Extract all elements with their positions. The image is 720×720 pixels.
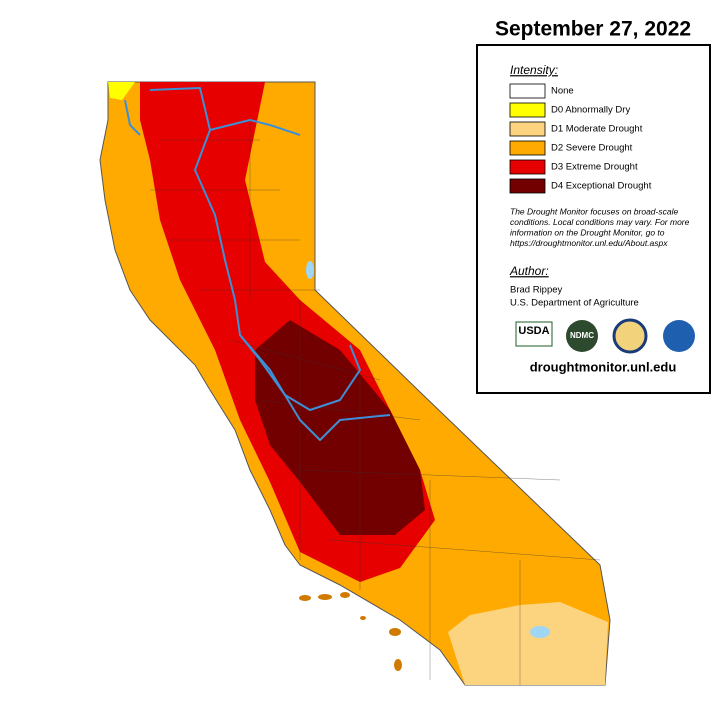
legend-heading: Intensity: bbox=[510, 63, 558, 77]
note-line: conditions. Local conditions may vary. F… bbox=[510, 217, 690, 227]
author-line: Brad Rippey bbox=[510, 285, 563, 296]
note-line: The Drought Monitor focuses on broad-sca… bbox=[510, 206, 678, 216]
note-line: information on the Drought Monitor, go t… bbox=[510, 227, 665, 237]
legend-swatch bbox=[509, 140, 546, 156]
legend-items: None D0 Abnormally Dry D1 Moderate Drought… bbox=[509, 83, 652, 194]
author-heading: Author: bbox=[509, 264, 549, 278]
legend-swatch bbox=[509, 178, 546, 194]
california-map bbox=[99, 81, 611, 686]
url: droughtmonitor.unl.edu bbox=[530, 359, 677, 374]
logo-label: USDA bbox=[518, 325, 549, 337]
river bbox=[124, 99, 141, 136]
ndmc-logo bbox=[566, 320, 598, 352]
legend-label: D4 Exceptional Drought bbox=[551, 181, 652, 192]
d4-area bbox=[255, 320, 425, 535]
legend-label: D3 Extreme Drought bbox=[551, 162, 638, 173]
map-title: September 27, 2022 bbox=[495, 18, 691, 41]
usda-logo bbox=[515, 321, 553, 347]
legend-label: D1 Moderate Drought bbox=[551, 124, 643, 135]
river bbox=[209, 119, 301, 136]
lake bbox=[530, 626, 550, 638]
note-line: https://droughtmonitor.unl.edu/About.asp… bbox=[510, 238, 668, 248]
legend-label: None bbox=[551, 86, 574, 97]
lake bbox=[306, 261, 314, 279]
legend-swatch bbox=[509, 83, 546, 99]
noaa-logo bbox=[663, 320, 695, 352]
legend-swatch bbox=[509, 159, 546, 175]
legend-swatch bbox=[509, 102, 546, 118]
d1-area bbox=[448, 602, 608, 685]
author-line: U.S. Department of Agriculture bbox=[510, 298, 639, 309]
legend-label: D0 Abnormally Dry bbox=[551, 105, 630, 116]
legend-swatch bbox=[509, 121, 546, 137]
d0-area bbox=[108, 82, 135, 100]
doc-logo bbox=[612, 318, 648, 354]
river bbox=[149, 87, 361, 411]
logos: USDA NDMC bbox=[515, 318, 695, 354]
river bbox=[239, 334, 391, 441]
author-lines: Brad Rippey U.S. Department of Agricultur… bbox=[510, 285, 639, 309]
legend-label: D2 Severe Drought bbox=[551, 143, 633, 154]
logo-label: NDMC bbox=[570, 331, 594, 340]
note: The Drought Monitor focuses on broad-sca… bbox=[510, 206, 690, 248]
islands bbox=[299, 592, 402, 671]
county-lines bbox=[150, 120, 601, 685]
